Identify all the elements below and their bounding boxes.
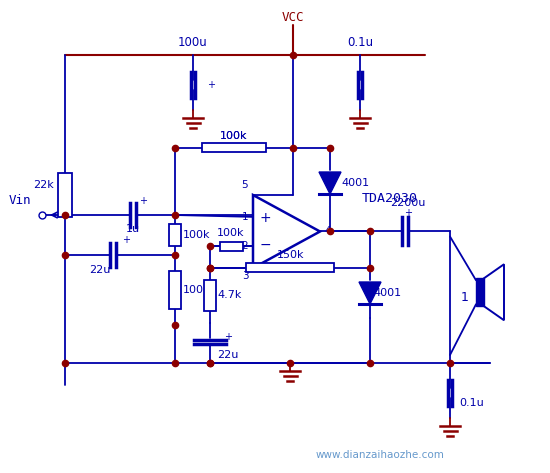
- Text: 2: 2: [241, 241, 248, 251]
- Text: 22k: 22k: [32, 180, 53, 190]
- Text: www.dianzaihaozhe.com: www.dianzaihaozhe.com: [316, 450, 444, 460]
- Text: 0.1u: 0.1u: [460, 398, 485, 408]
- Bar: [204, 280, 216, 311]
- Text: VCC: VCC: [282, 11, 304, 25]
- Text: +: +: [207, 80, 215, 90]
- Text: 4001: 4001: [374, 288, 402, 298]
- Text: 0.1u: 0.1u: [347, 36, 373, 50]
- Text: −: −: [259, 238, 271, 252]
- Text: 100k: 100k: [183, 230, 211, 240]
- Bar: [58, 173, 72, 217]
- Text: +: +: [404, 209, 412, 219]
- Text: 150k: 150k: [277, 250, 305, 260]
- Text: 100k: 100k: [183, 285, 211, 295]
- Text: 1: 1: [241, 212, 248, 222]
- Text: 100k: 100k: [220, 131, 248, 141]
- Text: 22u: 22u: [217, 350, 239, 360]
- Text: 100k: 100k: [217, 228, 245, 238]
- Text: 2200u: 2200u: [390, 199, 426, 209]
- Bar: [219, 242, 243, 251]
- Bar: [476, 278, 484, 306]
- Text: +: +: [259, 211, 271, 225]
- Bar: [169, 224, 181, 246]
- Text: 5: 5: [241, 180, 248, 190]
- Text: 100u: 100u: [178, 36, 208, 50]
- Polygon shape: [359, 282, 381, 304]
- Text: 3: 3: [241, 271, 248, 281]
- Text: Vin: Vin: [9, 193, 31, 207]
- Text: +: +: [139, 196, 147, 206]
- Bar: [246, 263, 334, 272]
- Text: 100k: 100k: [220, 131, 248, 141]
- Text: +: +: [122, 235, 130, 245]
- Text: 1: 1: [461, 291, 469, 304]
- Polygon shape: [319, 172, 341, 194]
- Text: TDA2030: TDA2030: [362, 192, 418, 204]
- Text: 1u: 1u: [126, 224, 140, 234]
- Text: +: +: [224, 332, 232, 342]
- Text: 22u: 22u: [89, 265, 111, 275]
- Text: 4: 4: [324, 227, 331, 236]
- Text: 4.7k: 4.7k: [218, 290, 242, 300]
- Bar: [201, 143, 266, 152]
- Text: 4001: 4001: [341, 178, 369, 188]
- Bar: [169, 271, 181, 309]
